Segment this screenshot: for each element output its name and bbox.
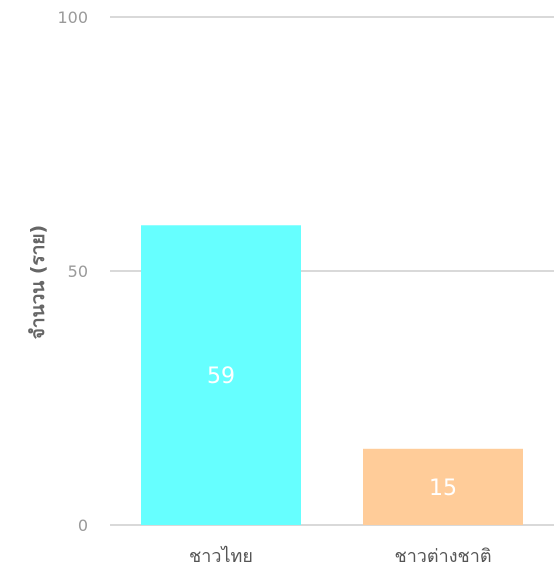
y-axis-ticks: 0 50 100 <box>57 8 88 535</box>
x-category-label-1: ชาวไทย <box>189 545 253 567</box>
bar-2 <box>363 448 523 525</box>
y-tick-label-100: 100 <box>57 8 88 27</box>
data-label-1: 59 <box>207 364 235 389</box>
y-axis-label: จำนวน (ราย) <box>27 225 49 339</box>
y-tick-label-50: 50 <box>68 262 88 281</box>
y-tick-label-0: 0 <box>78 516 88 535</box>
x-axis-categories: ชาวไทย ชาวต่างชาติ <box>189 545 491 567</box>
data-label-2: 15 <box>429 476 457 501</box>
bar-1 <box>141 225 301 525</box>
data-labels: 59 15 <box>207 364 457 501</box>
bars <box>141 225 523 525</box>
x-category-label-2: ชาวต่างชาติ <box>394 546 491 567</box>
